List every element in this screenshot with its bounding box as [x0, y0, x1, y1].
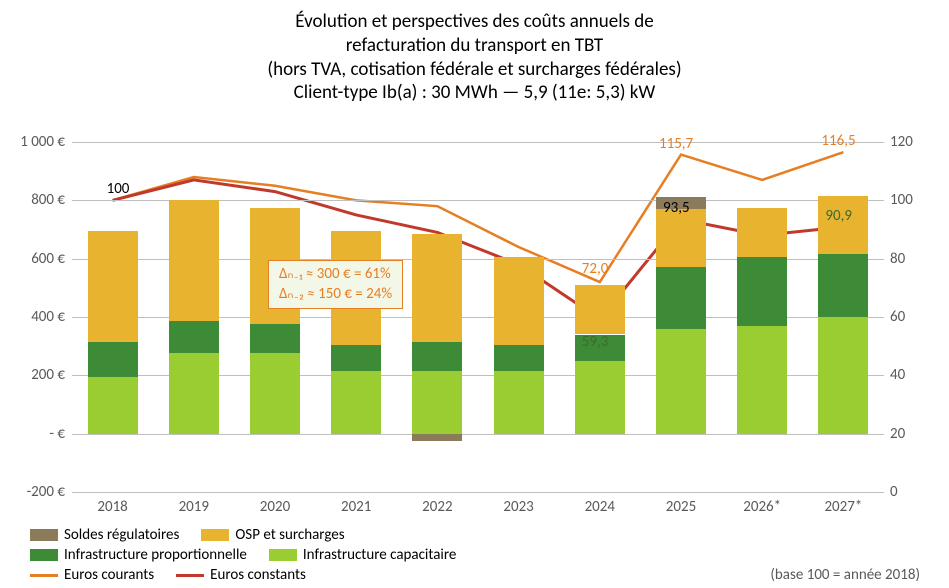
bar-infra_cap: [412, 371, 462, 434]
y-left-tick: 400 €: [5, 308, 65, 326]
gridline: [72, 492, 884, 493]
legend-label: Infrastructure proportionnelle: [64, 546, 247, 564]
bar-osp: [818, 196, 868, 254]
legend-item: Euros courants: [30, 566, 154, 584]
legend-swatch: [30, 549, 58, 561]
x-tick: 2018: [73, 498, 153, 516]
legend-swatch: [30, 529, 58, 541]
y-right-tick: 100: [890, 191, 940, 209]
y-left-tick: 1 000 €: [5, 133, 65, 151]
bar-infra_prop: [250, 324, 300, 353]
legend-swatch: [269, 549, 297, 561]
point-label: 72,0: [582, 260, 609, 278]
legend-label: OSP et surcharges: [235, 526, 344, 544]
bar-osp: [169, 200, 219, 321]
legend-row: Soldes régulatoires OSP et surcharges: [30, 526, 920, 546]
bar-infra_cap: [331, 371, 381, 434]
bar-infra_cap: [88, 377, 138, 434]
bar-infra_prop: [88, 342, 138, 377]
x-tick: 2020: [235, 498, 315, 516]
bar-infra_cap: [737, 326, 787, 434]
legend-label: Infrastructure capacitaire: [303, 546, 456, 564]
x-tick: 2026*: [722, 498, 802, 516]
legend-swatch: [30, 574, 58, 577]
callout-line: Δₙ₋₂ ≈ 150 € = 24%: [279, 285, 392, 305]
bar-infra_prop: [818, 254, 868, 317]
legend-label: Euros constants: [210, 566, 306, 584]
y-right-tick: 20: [890, 425, 940, 443]
bar-infra_cap: [656, 329, 706, 434]
x-tick: 2024: [560, 498, 640, 516]
legend-swatch: [201, 529, 229, 541]
point-label: 100: [107, 180, 130, 198]
legend-item: OSP et surcharges: [201, 526, 344, 544]
bar-infra_cap: [494, 371, 544, 434]
line-euros-courants: [113, 152, 844, 282]
bar-osp: [494, 257, 544, 345]
bar-infra_prop: [169, 321, 219, 353]
legend-row: Infrastructure proportionnelle Infrastruc…: [30, 546, 920, 566]
bar-osp: [575, 285, 625, 335]
legend-item: Infrastructure proportionnelle: [30, 546, 247, 564]
legend-label: Euros courants: [64, 566, 154, 584]
plot-area: 10072,059,393,5115,790,9116,5: [72, 142, 884, 492]
bar-osp: [412, 234, 462, 342]
bar-osp: [88, 231, 138, 342]
x-tick: 2021: [316, 498, 396, 516]
y-right-tick: 0: [890, 483, 940, 501]
bar-soldes: [412, 434, 462, 441]
y-left-tick: 600 €: [5, 250, 65, 268]
bar-infra_prop: [412, 342, 462, 371]
x-tick: 2025: [641, 498, 721, 516]
title-line: Évolution et perspectives des coûts annu…: [30, 10, 919, 34]
legend-row: Euros courants Euros constants (base 100 =…: [30, 566, 920, 586]
delta-callout: Δₙ₋₁ ≈ 300 € = 61%Δₙ₋₂ ≈ 150 € = 24%: [268, 260, 403, 309]
x-tick: 2022: [397, 498, 477, 516]
y-left-tick: - €: [5, 425, 65, 443]
legend-item: Infrastructure capacitaire: [269, 546, 456, 564]
x-tick: 2023: [479, 498, 559, 516]
bar-infra_prop: [656, 267, 706, 328]
bar-infra_cap: [818, 317, 868, 434]
callout-line: Δₙ₋₁ ≈ 300 € = 61%: [279, 265, 392, 285]
y-left-tick: 200 €: [5, 366, 65, 384]
chart-title: Évolution et perspectives des coûts annu…: [0, 0, 949, 111]
y-right-tick: 40: [890, 366, 940, 384]
bar-infra_prop: [737, 257, 787, 326]
title-line: refacturation du transport en TBT: [30, 34, 919, 58]
point-label: 115,7: [659, 135, 693, 153]
point-label: 116,5: [821, 132, 855, 150]
bar-infra_cap: [169, 353, 219, 433]
bar-infra_cap: [250, 353, 300, 433]
point-label: 90,9: [825, 207, 852, 225]
point-label: 59,3: [582, 333, 609, 351]
point-label: 93,5: [663, 199, 690, 217]
y-right-tick: 120: [890, 133, 940, 151]
legend: Soldes régulatoires OSP et surcharges Infr…: [30, 526, 920, 586]
y-left-tick: 800 €: [5, 191, 65, 209]
y-left-tick: -200 €: [5, 483, 65, 501]
y-right-tick: 60: [890, 308, 940, 326]
legend-label: Soldes régulatoires: [64, 526, 179, 544]
legend-item: Soldes régulatoires: [30, 526, 179, 544]
bar-infra_cap: [575, 361, 625, 434]
gridline: [72, 434, 884, 435]
title-line: (hors TVA, cotisation fédérale et surcha…: [30, 58, 919, 82]
legend-note: (base 100 = année 2018): [770, 566, 920, 586]
gridline: [72, 142, 884, 143]
bar-osp: [656, 209, 706, 267]
legend-item: Euros constants: [176, 566, 306, 584]
y-right-tick: 80: [890, 250, 940, 268]
x-tick: 2027*: [803, 498, 883, 516]
bar-infra_prop: [331, 345, 381, 371]
x-tick: 2019: [154, 498, 234, 516]
bar-osp: [737, 208, 787, 258]
bar-infra_prop: [494, 345, 544, 371]
legend-swatch: [176, 574, 204, 577]
chart-container: Évolution et perspectives des coûts annu…: [0, 0, 949, 588]
title-line: Client-type Ib(a) : 30 MWh — 5,9 (11e: 5…: [30, 81, 919, 105]
